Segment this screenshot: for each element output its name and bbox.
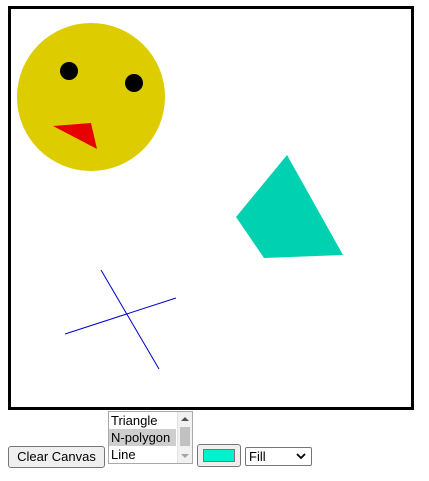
scroll-down-arrow-icon[interactable] bbox=[181, 454, 189, 458]
teal-quadrilateral bbox=[236, 155, 343, 258]
right-eye bbox=[125, 74, 143, 92]
listbox-scrollbar[interactable] bbox=[177, 412, 192, 463]
scroll-thumb[interactable] bbox=[180, 427, 190, 446]
shape-option-triangle[interactable]: Triangle bbox=[111, 413, 158, 428]
color-picker[interactable] bbox=[197, 444, 241, 467]
shape-option-n-polygon[interactable]: N-polygon bbox=[109, 429, 176, 446]
color-swatch bbox=[203, 449, 235, 462]
red-triangle bbox=[53, 123, 97, 149]
left-eye bbox=[60, 62, 78, 80]
scroll-up-arrow-icon[interactable] bbox=[181, 417, 189, 421]
fill-mode-select[interactable]: Fill bbox=[245, 447, 312, 466]
drawing-canvas[interactable] bbox=[8, 6, 414, 410]
chevron-down-icon bbox=[296, 453, 306, 460]
clear-canvas-button[interactable]: Clear Canvas bbox=[8, 446, 105, 468]
blue-line-1 bbox=[100, 269, 160, 370]
fill-mode-value: Fill bbox=[249, 449, 266, 464]
toolbar: Clear Canvas Triangle N-polygon Line Fil… bbox=[8, 411, 418, 471]
yellow-circle bbox=[17, 23, 165, 171]
shape-listbox[interactable]: Triangle N-polygon Line bbox=[108, 411, 193, 464]
shape-option-line[interactable]: Line bbox=[111, 447, 136, 462]
blue-line-2 bbox=[64, 297, 177, 335]
canvas-surface[interactable] bbox=[11, 9, 411, 407]
